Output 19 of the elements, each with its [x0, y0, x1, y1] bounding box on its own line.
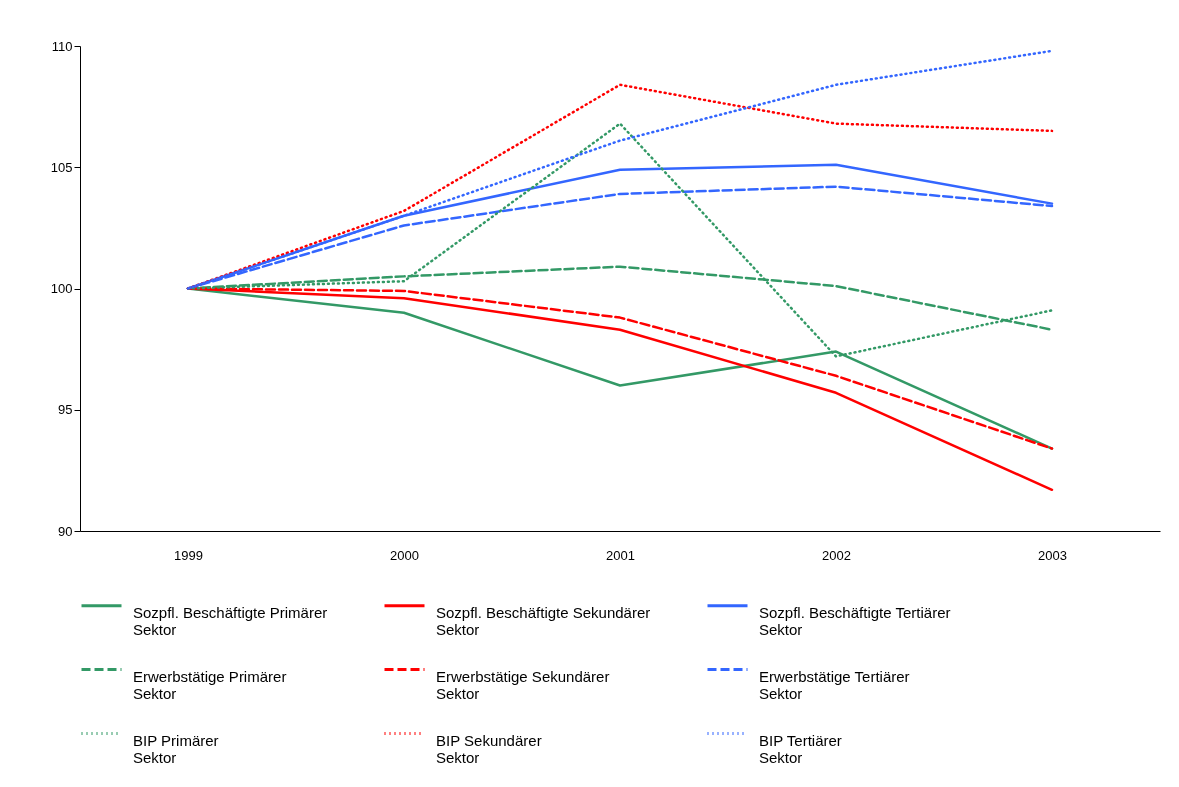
legend-label: Sozpfl. Beschäftigte Primärer Sektor [133, 603, 328, 638]
x-tick-label: 1999 [174, 547, 203, 563]
x-tick-label: 2001 [606, 547, 635, 563]
legend-label: BIP Tertiärer Sektor [759, 731, 842, 766]
y-tick-label: 90 [58, 523, 73, 539]
legend-label: Sozpfl. Beschäftigte Tertiärer Sektor [759, 603, 951, 638]
legend-label: Erwerbstätige Primärer Sektor [133, 667, 287, 702]
x-tick-label: 2000 [390, 547, 419, 563]
y-tick-label: 100 [50, 281, 73, 296]
y-tick-label: 95 [58, 402, 73, 418]
legend-label: Sozpfl. Beschäftigte Sekundärer Sektor [436, 603, 651, 638]
x-tick-label: 2003 [1038, 547, 1067, 563]
legend-label: Erwerbstätige Tertiärer Sektor [759, 667, 910, 702]
y-tick-label: 105 [50, 159, 73, 175]
x-tick-label: 2002 [822, 547, 851, 563]
legend-label: Erwerbstätige Sekundärer Sektor [436, 667, 610, 702]
legend-label: BIP Sekundärer Sektor [436, 731, 542, 766]
y-tick-label: 110 [51, 38, 73, 54]
legend-label: BIP Primärer Sektor [133, 731, 219, 766]
